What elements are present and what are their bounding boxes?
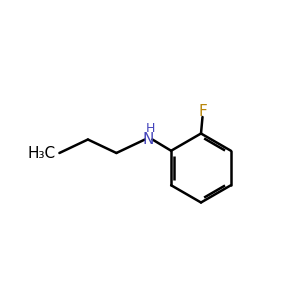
Text: H: H	[146, 122, 156, 135]
Text: F: F	[198, 104, 207, 119]
Text: H₃C: H₃C	[28, 146, 56, 160]
Text: N: N	[143, 132, 154, 147]
